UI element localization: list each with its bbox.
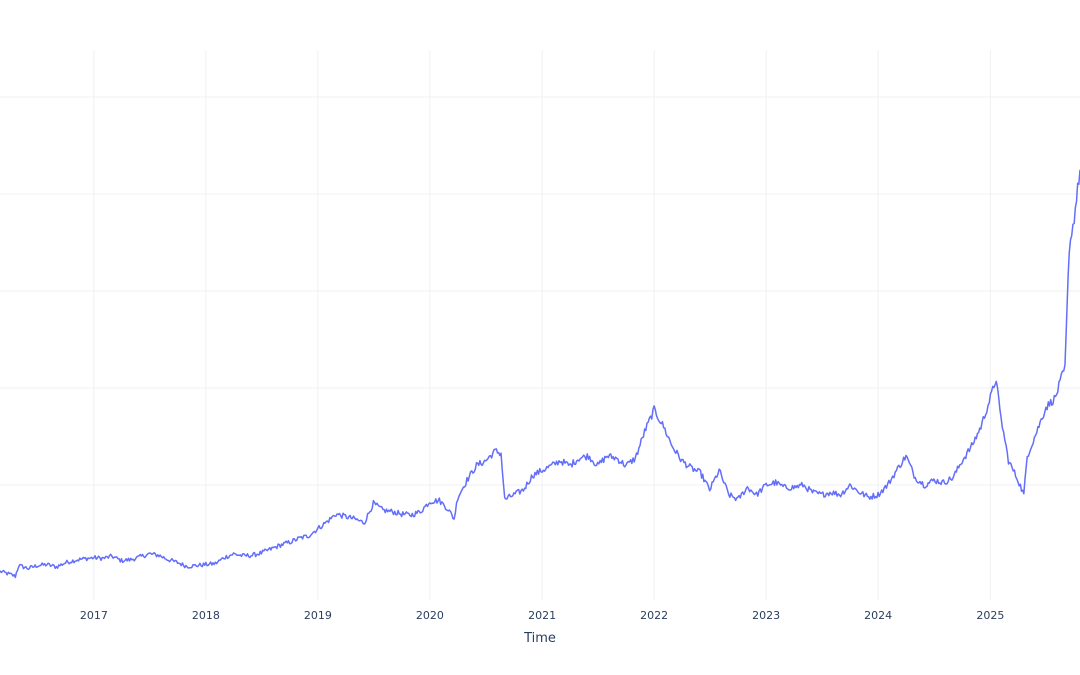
x-gridlines bbox=[93, 50, 991, 600]
x-tick-label-2024: 2024 bbox=[864, 609, 892, 622]
x-tick-label-2020: 2020 bbox=[416, 609, 444, 622]
x-tick-label-2023: 2023 bbox=[752, 609, 780, 622]
x-tick-label-2021: 2021 bbox=[528, 609, 556, 622]
x-tick-labels: 2017 2018 2019 2020 2021 2022 2023 2024 2025 bbox=[80, 609, 1005, 622]
x-tick-label-2018: 2018 bbox=[192, 609, 220, 622]
x-tick-label-2022: 2022 bbox=[640, 609, 668, 622]
series-line-0 bbox=[0, 169, 1080, 579]
series-layer bbox=[0, 169, 1080, 579]
x-axis-title: Time bbox=[523, 631, 556, 646]
x-tick-label-2025: 2025 bbox=[976, 609, 1004, 622]
x-tick-label-2019: 2019 bbox=[304, 609, 332, 622]
x-tick-label-2017: 2017 bbox=[80, 609, 108, 622]
y-gridlines bbox=[0, 96, 1080, 486]
